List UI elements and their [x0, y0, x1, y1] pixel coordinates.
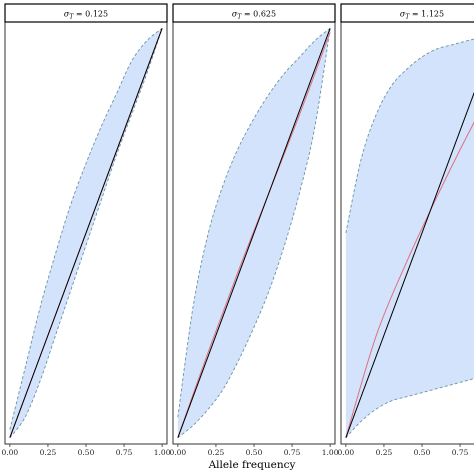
x-tick-label-3-2: 0.25 [376, 448, 393, 457]
panel-2-plot [177, 27, 331, 439]
x-tick-label-3-3: 0.50 [414, 448, 431, 457]
identity-line-1 [9, 28, 163, 438]
strip-label-1: σT = 0.125 [64, 10, 108, 21]
x-tick-label-2-3: 0.50 [246, 448, 263, 457]
strip-2 [172, 3, 336, 23]
panel-1-plot [9, 27, 163, 438]
strip-3 [340, 3, 474, 23]
band-lower-edge-1 [9, 28, 163, 438]
x-tick-label-1-1: 0.00 [2, 448, 19, 457]
x-tick-label-2-4: 0.75 [284, 448, 301, 457]
x-tick-label-1-5: 1.00 [154, 448, 171, 457]
panel-2: σT = 0.625 0.00 0.25 0.50 0.75 1.00 [170, 3, 339, 457]
band-lower-edge-3 [345, 377, 474, 438]
x-tick-label-1-3: 0.50 [78, 448, 95, 457]
identity-line-2 [177, 28, 331, 438]
x-tick-label-3-4: 0.75 [452, 448, 469, 457]
strip-1 [4, 3, 168, 23]
band-upper-edge-2 [177, 27, 331, 418]
x-tick-label-1-2: 0.25 [40, 448, 57, 457]
x-tick-label-2-5: 1.00 [322, 448, 339, 457]
panel-1: σT = 0.125 0.00 0.25 0.50 0.75 1.00 [2, 3, 171, 457]
panel-3-plot [345, 38, 474, 438]
mean-line-3 [345, 121, 474, 438]
x-axis-title: Allele frequency [208, 459, 296, 471]
identity-line-3 [345, 91, 474, 438]
x-tick-label-1-4: 0.75 [116, 448, 133, 457]
strip-label-2: σT = 0.625 [232, 10, 276, 21]
x-tick-label-2-2: 0.25 [208, 448, 225, 457]
x-tick-label-2-1: 0.00 [170, 448, 187, 457]
band-upper-edge-1 [9, 27, 163, 430]
band-upper-edge-3 [345, 38, 474, 234]
strip-label-3: σT = 1.125 [400, 10, 444, 21]
band-lower-edge-2 [177, 28, 331, 439]
x-tick-label-3-1: 0.00 [338, 448, 355, 457]
confidence-band-3 [345, 39, 474, 438]
mean-line-2 [177, 32, 331, 438]
